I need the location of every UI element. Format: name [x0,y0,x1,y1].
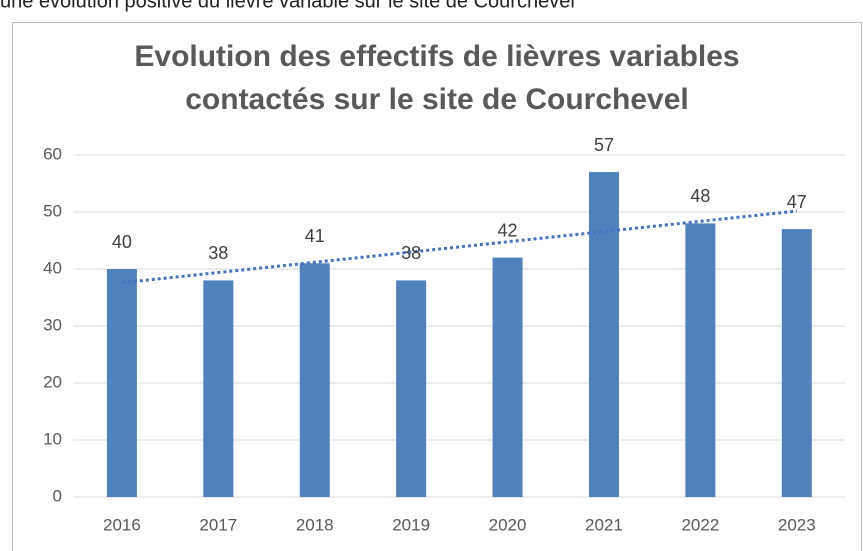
x-tick-label: 2022 [681,515,719,534]
data-label: 38 [401,243,421,263]
y-tick-label: 30 [43,315,62,334]
data-label: 57 [594,135,614,155]
x-tick-label: 2023 [778,515,816,534]
data-label: 38 [208,243,228,263]
bar [781,229,812,497]
x-tick-label: 2021 [585,515,623,534]
y-tick-label: 0 [53,486,62,505]
bar [203,280,234,497]
y-tick-label: 40 [43,258,62,277]
data-label: 47 [787,192,807,212]
data-label: 48 [690,186,710,206]
x-tick-label: 2017 [199,515,237,534]
bar [588,172,619,497]
x-tick-label: 2018 [296,515,334,534]
chart-title: contactés sur le site de Courchevel [185,83,689,116]
x-tick-label: 2020 [489,515,527,534]
data-label: 40 [112,232,132,252]
bar [299,263,330,497]
chart-frame [12,22,862,551]
bar [492,257,523,497]
x-tick-label: 2016 [103,515,141,534]
bar [106,269,137,497]
trendline [121,209,797,285]
y-tick-label: 60 [43,144,62,163]
chart-title: Evolution des effectifs de lièvres varia… [134,40,739,73]
data-label: 42 [498,220,518,240]
bar [685,223,716,497]
caption: une évolution positive du lièvre variabl… [0,0,575,12]
y-tick-label: 50 [43,201,62,220]
y-tick-label: 10 [43,429,62,448]
data-label: 41 [305,226,325,246]
bar [396,280,427,497]
y-tick-label: 20 [43,372,62,391]
x-tick-label: 2019 [392,515,430,534]
